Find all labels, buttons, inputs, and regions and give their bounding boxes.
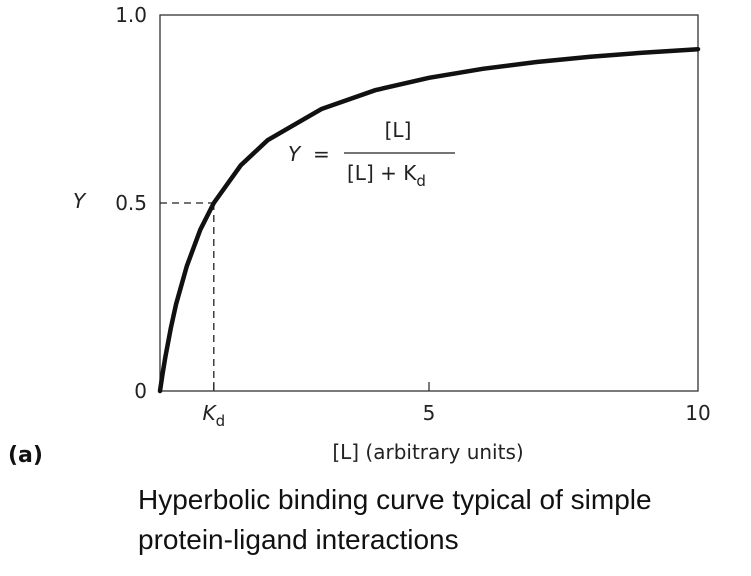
equation-denominator-text: [L] + K — [347, 161, 417, 185]
x-tick-label-text: 10 — [685, 401, 710, 425]
x-tick-label-text: 5 — [423, 401, 436, 425]
equation-lhs: Y — [288, 142, 302, 166]
x-axis-title: [L] (arbitrary units) — [332, 440, 523, 464]
tick-layer: Kd 5 10 0 0.5 1.0 — [115, 3, 711, 430]
x-tick-label: 10 — [685, 401, 710, 425]
panel-label: (a) — [8, 443, 43, 468]
y-tick-label: 0 — [134, 379, 147, 403]
x-tick-label: 5 — [423, 401, 436, 425]
figure-caption: Hyperbolic binding curve typical of simp… — [138, 484, 652, 555]
y-axis-title: Y — [73, 189, 87, 213]
plot-frame — [159, 14, 699, 392]
x-tick-label: Kd — [202, 401, 225, 430]
equation-equals: = — [313, 142, 330, 166]
equation-denominator: [L] + Kd — [347, 161, 426, 190]
y-tick-label: 1.0 — [115, 3, 147, 27]
kd-guide-lines — [160, 202, 215, 391]
x-tick-label-text: K — [202, 401, 217, 425]
equation-numerator: [L] — [385, 118, 412, 142]
binding-curve-chart: Kd 5 10 0 0.5 1.0 Y [L] (arbitrary units) (a)… — [8, 3, 711, 468]
y-tick-label: 0.5 — [115, 191, 147, 215]
binding-equation: Y = [L] [L] + Kd — [288, 118, 455, 190]
equation-denominator-sub: d — [416, 172, 426, 190]
x-tick-label-sub: d — [216, 412, 226, 430]
binding-curve-series — [157, 46, 701, 394]
